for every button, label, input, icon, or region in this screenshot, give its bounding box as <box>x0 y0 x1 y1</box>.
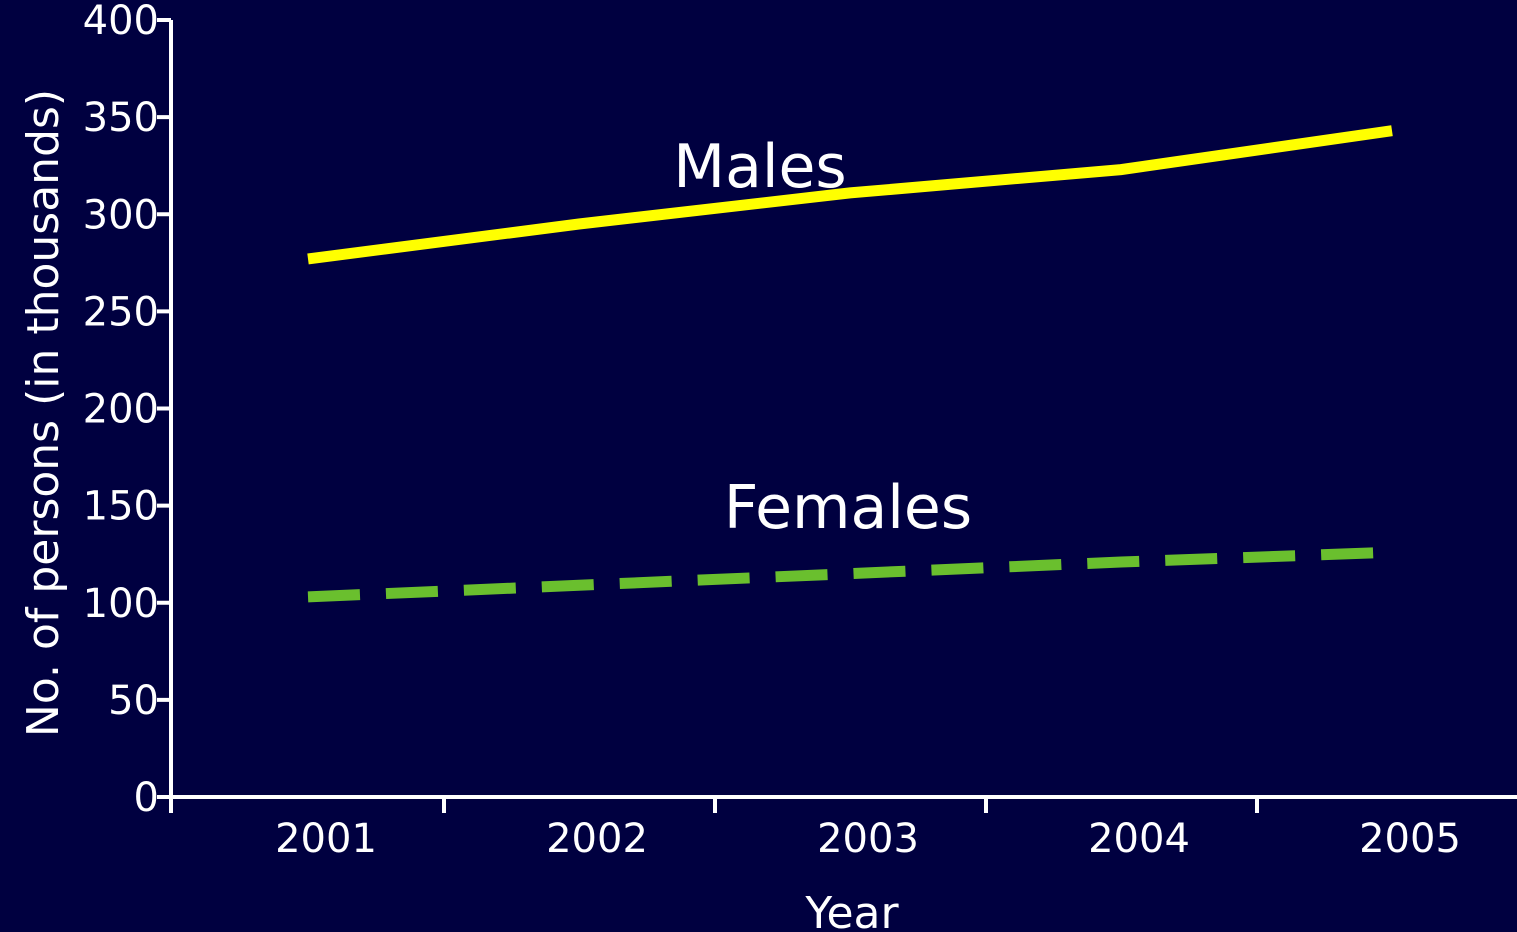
y-tick-label-200: 200 <box>83 387 159 433</box>
y-tick-label-250: 250 <box>83 289 159 335</box>
x-tick-label-2004: 2004 <box>1088 816 1190 862</box>
y-ticks: 0 50 100 150 200 250 300 350 400 <box>83 0 171 821</box>
x-ticks: 2001 2002 2003 2004 2005 <box>169 797 1461 862</box>
y-tick-label-150: 150 <box>83 484 159 530</box>
x-tick-label-2005: 2005 <box>1359 816 1461 862</box>
x-tick-label-2002: 2002 <box>546 816 648 862</box>
series-line-females <box>307 546 1393 603</box>
series-lines <box>307 125 1393 603</box>
y-tick-label-300: 300 <box>83 192 159 238</box>
series-label-males: Males <box>673 132 846 202</box>
y-axis-title: No. of persons (in thousands) <box>18 89 69 737</box>
y-tick-label-400: 400 <box>83 0 159 44</box>
x-tick-label-2001: 2001 <box>275 816 377 862</box>
x-tick-label-2003: 2003 <box>817 816 919 862</box>
x-axis-title: Year <box>804 888 899 932</box>
series-label-females: Females <box>724 473 972 543</box>
y-tick-label-0: 0 <box>134 775 159 821</box>
series-line-males <box>307 125 1393 265</box>
y-tick-label-50: 50 <box>108 678 159 724</box>
y-tick-label-350: 350 <box>83 95 159 141</box>
y-tick-label-100: 100 <box>83 581 159 627</box>
